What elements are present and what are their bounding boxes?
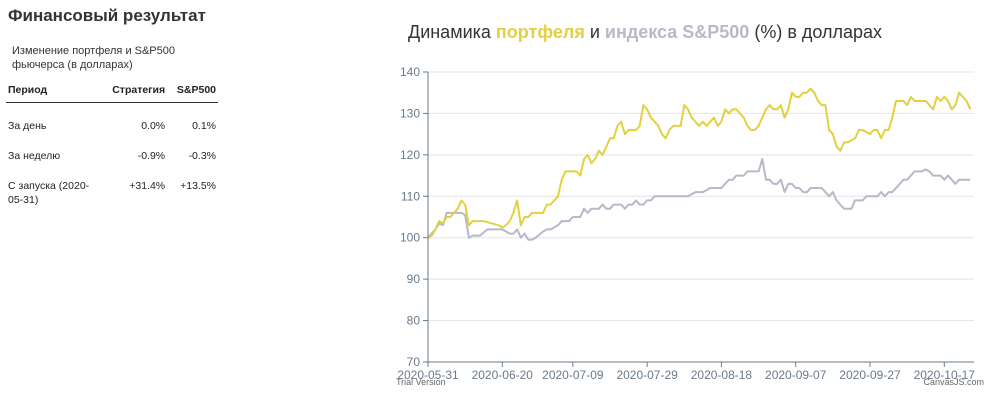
chart-container: Динамика портфеля и индекса S&P500 (%) в…: [390, 0, 990, 405]
sp500-cell: -0.3%: [188, 150, 216, 162]
strategy-cell: -0.9%: [137, 150, 166, 162]
grid-layer: [428, 71, 974, 322]
column-header-period: Период: [6, 80, 100, 103]
x-tick-label: 2020-05-31: [397, 368, 459, 382]
trial-version-label: Trial Version: [396, 377, 446, 387]
y-tick-label: 90: [407, 272, 421, 286]
y-tick-label: 110: [401, 189, 420, 203]
canvasjs-credit-link[interactable]: CanvasJS.com: [923, 377, 984, 387]
y-tick-label: 120: [400, 148, 420, 162]
x-tick-label: 2020-06-20: [472, 368, 534, 382]
period-cell: За день: [8, 120, 47, 132]
page-title: Финансовый результат: [8, 6, 206, 25]
results-header-row: Период Стратегия S&P500: [6, 80, 218, 103]
table-row: С запуска (2020-05-31) +31.4% +13.5%: [6, 163, 218, 207]
strategy-cell: +31.4%: [129, 180, 166, 192]
line-chart: 70 80 90 100 110 120 130 140 2020-05-31 2020-06-2…: [396, 65, 984, 387]
x-tick-label: 2020-10-17: [914, 368, 976, 382]
results-table: Период Стратегия S&P500 За день 0.0% 0.1…: [6, 80, 218, 207]
x-tick-label: 2020-07-29: [616, 368, 678, 382]
y-tick-label: 130: [400, 106, 420, 120]
x-tick-label: 2020-09-07: [765, 368, 827, 382]
sp500-cell: 0.1%: [192, 120, 216, 132]
y-tick-label: 140: [400, 65, 420, 79]
x-tick-label: 2020-08-18: [691, 368, 753, 382]
series-line-portfolio: [427, 87, 972, 239]
x-tick-label: 2020-07-09: [542, 368, 604, 382]
column-header-sp500: S&P500: [167, 80, 218, 103]
period-cell: За неделю: [8, 150, 61, 162]
sp500-cell: +13.5%: [180, 180, 216, 192]
panel-subtitle: Изменение портфеля и S&P500 фьючерса (в …: [12, 45, 176, 71]
y-tick-label: 70: [407, 355, 421, 369]
y-tick-label: 100: [400, 231, 420, 245]
chart-title-index: индекса S&P500: [604, 22, 750, 42]
chart-title-part1: Динамика: [408, 22, 496, 42]
period-cell: С запуска (2020-05-31): [8, 180, 90, 206]
y-tick-label: 80: [407, 314, 421, 328]
table-row: За день 0.0% 0.1%: [6, 103, 218, 134]
chart-title-portfolio: портфеля: [495, 22, 585, 42]
chart-title-part3: (%) в долларах: [749, 22, 883, 42]
chart-title: Динамика портфеля и индекса S&P500 (%) в…: [408, 22, 882, 43]
table-row: За неделю -0.9% -0.3%: [6, 133, 218, 163]
axis-layer: 70 80 90 100 110 120 130 140 2020-05-31 2020-06-2…: [397, 65, 975, 382]
column-header-strategy: Стратегия: [100, 80, 168, 103]
series-line-sp500-index: [427, 158, 971, 241]
chart-title-part2: и: [584, 22, 605, 42]
series-layer: [427, 87, 972, 241]
financial-result-panel: Финансовый результат Изменение портфеля …: [0, 0, 230, 405]
x-tick-label: 2020-09-27: [839, 368, 901, 382]
strategy-cell: 0.0%: [141, 120, 166, 132]
